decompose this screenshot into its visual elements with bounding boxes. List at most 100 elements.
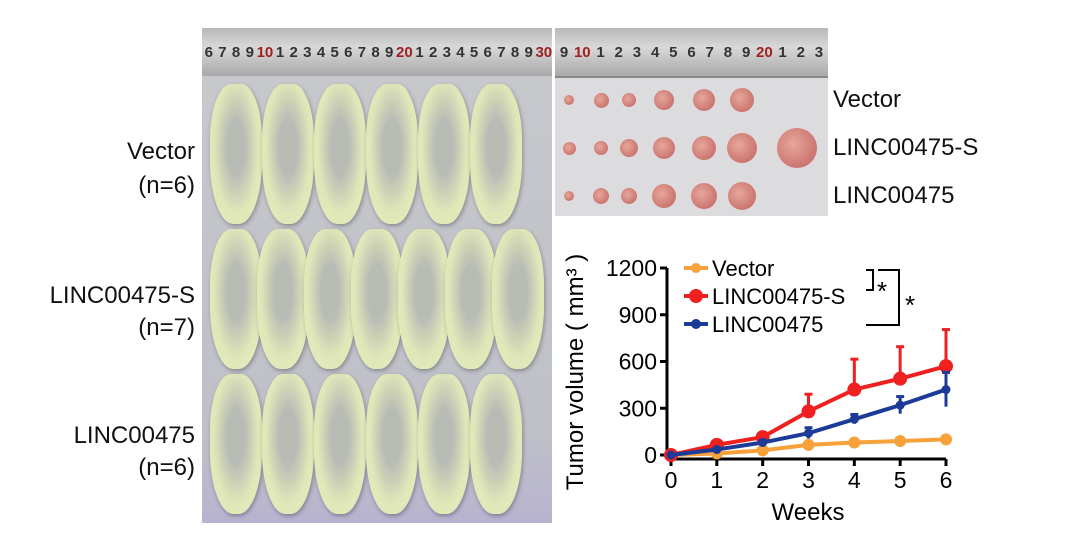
ruler-number: 10	[256, 43, 274, 61]
tumor	[692, 136, 716, 160]
mouse	[366, 374, 418, 514]
mouse	[418, 374, 470, 514]
tumor	[620, 139, 638, 157]
ruler-number: 20	[755, 43, 773, 61]
tumor	[691, 183, 717, 209]
ruler-number: 4	[316, 43, 326, 61]
ruler-number: 8	[231, 43, 241, 61]
tumor	[727, 133, 757, 163]
ruler-number: 6	[344, 43, 353, 61]
tumor	[654, 90, 674, 110]
ruler-number: 2	[289, 43, 298, 61]
ruler-number: 6	[483, 43, 492, 61]
mouse	[257, 229, 309, 369]
tumor	[564, 191, 574, 201]
legend-marker-linc00475	[691, 319, 701, 329]
legend-marker-vector	[691, 263, 701, 273]
tumor	[652, 184, 676, 208]
data-point-linc00475	[758, 438, 768, 448]
data-point-vector	[802, 438, 815, 451]
ruler-number: 30	[535, 43, 552, 61]
ruler-number: 3	[442, 43, 451, 61]
mouse	[418, 84, 470, 224]
ruler-number: 6	[204, 43, 213, 61]
legend-label-vector: Vector	[712, 256, 774, 281]
y-tick-label: 0	[644, 442, 657, 468]
mouse	[210, 229, 262, 369]
ruler-number: 9	[741, 43, 751, 61]
mice-photo: 6 7 8 9 10 1 2 3 4 5 6 7 8 9 20 1 2 3 4 5 6 7 8 9 30	[202, 28, 552, 523]
data-point-vector	[894, 434, 907, 447]
ruler-number: 2	[614, 43, 623, 61]
mouse	[398, 229, 450, 369]
ruler-number: 8	[510, 43, 520, 61]
ruler-number: 5	[330, 43, 339, 61]
group-n-vector: (n=6)	[138, 172, 195, 199]
ruler-number: 1	[596, 43, 605, 61]
data-point-linc00475-s	[939, 359, 953, 374]
x-tick-label: 3	[802, 467, 815, 493]
data-point-linc00475-s	[847, 382, 862, 397]
data-point-linc00475-s	[893, 371, 908, 386]
tumor	[730, 88, 754, 112]
y-axis-label: Tumor volume ( mm³ )	[562, 254, 589, 490]
ruler-number: 9	[385, 43, 394, 61]
tumor-photo: 9 10 1 2 3 4 5 6 7 8 9 20 1 2 3	[555, 28, 828, 216]
ruler-number: 1	[415, 43, 424, 61]
mouse	[304, 229, 356, 369]
mouse	[492, 229, 544, 369]
tumor	[728, 182, 756, 210]
ruler-number: 1	[778, 43, 787, 61]
data-point-vector	[940, 433, 952, 446]
ruler-number: 1	[275, 43, 285, 61]
data-point-linc00475	[666, 450, 676, 460]
ruler-number: 7	[357, 43, 367, 61]
ruler-number: 9	[245, 43, 254, 61]
mouse	[210, 84, 262, 224]
y-tick-label: 300	[619, 395, 657, 421]
x-tick-label: 5	[894, 467, 907, 493]
mouse	[314, 84, 366, 224]
data-point-vector	[756, 444, 769, 457]
x-axis-label: Weeks	[772, 499, 845, 526]
significance-bracket	[866, 269, 900, 326]
legend-label-linc00475-s: LINC00475-S	[712, 284, 845, 309]
ruler-number: 8	[371, 43, 380, 61]
mouse	[314, 374, 366, 514]
tumor	[693, 89, 715, 111]
ruler-number: 4	[456, 43, 465, 61]
ruler-number: 9	[559, 43, 569, 61]
x-tick-label: 0	[665, 467, 678, 493]
tumor	[621, 188, 637, 204]
y-tick-label: 900	[619, 302, 657, 328]
mouse	[351, 229, 403, 369]
data-point-linc00475	[941, 385, 951, 395]
ruler-number: 6	[687, 43, 696, 61]
group-n-linc00475: (n=6)	[138, 454, 195, 481]
ruler: 6 7 8 9 10 1 2 3 4 5 6 7 8 9 20 1 2 3 4 5 6 7 8 9 30	[202, 28, 552, 78]
significance-bracket	[866, 269, 874, 291]
ruler-number: 3	[814, 43, 824, 61]
ruler-number: 10	[573, 43, 591, 61]
tumor	[564, 95, 574, 105]
group-n-linc00475-s: (n=7)	[138, 314, 195, 341]
ruler-number: 3	[303, 43, 312, 61]
x-tick-label: 6	[940, 467, 953, 493]
group-label-linc00475-s: LINC00475-S	[49, 282, 195, 309]
tumor	[777, 128, 817, 168]
data-point-linc00475-s	[801, 404, 816, 419]
data-point-linc00475	[849, 414, 859, 424]
ruler-number: 7	[705, 43, 714, 61]
tumor	[594, 141, 608, 155]
tumor-label-linc00475-s: LINC00475-S	[833, 134, 979, 161]
ruler-number: 7	[497, 43, 506, 61]
x-tick-label: 2	[756, 467, 769, 493]
legend-label-linc00475: LINC00475	[712, 312, 823, 337]
data-point-linc00475	[895, 400, 905, 410]
mouse	[470, 84, 522, 224]
y-tick-label: 1200	[606, 255, 657, 281]
ruler-number: 3	[632, 43, 642, 61]
ruler: 9 10 1 2 3 4 5 6 7 8 9 20 1 2 3	[555, 28, 828, 78]
mouse	[210, 374, 262, 514]
mouse	[262, 374, 314, 514]
